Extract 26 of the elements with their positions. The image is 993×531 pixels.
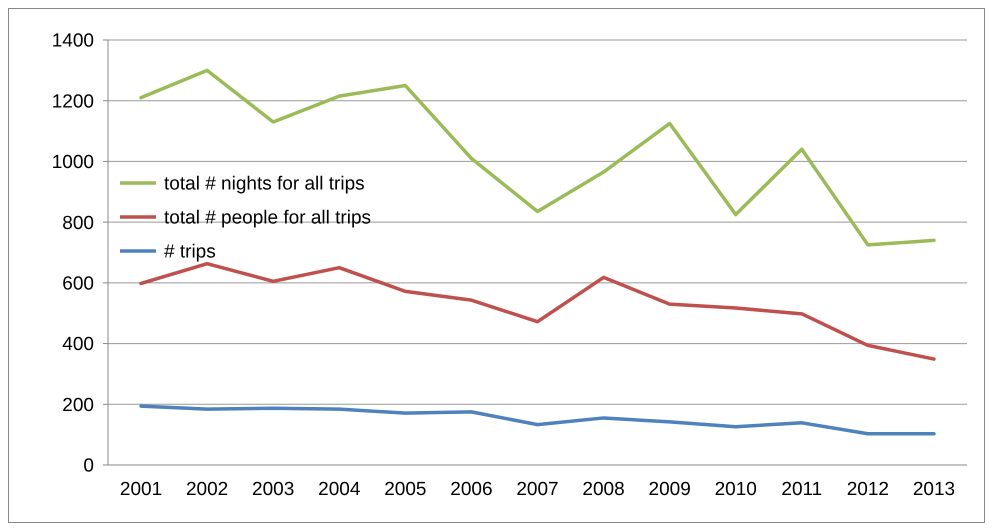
line-series: [139, 262, 936, 361]
x-tick-label: 2010: [714, 479, 757, 500]
x-tick-label: 2002: [186, 479, 228, 500]
legend-label: total # nights for all trips: [164, 174, 365, 195]
x-tick-label: 2013: [912, 479, 956, 500]
y-tick-label: 0: [83, 456, 94, 477]
x-tick-label: 2012: [846, 479, 890, 500]
y-tick-label: 400: [62, 334, 94, 356]
y-tick-label: 1200: [52, 91, 94, 112]
line-series: [139, 404, 936, 436]
x-tick-label: 2001: [120, 479, 162, 500]
legend-label: # trips: [164, 242, 216, 263]
x-tick-label: 2004: [318, 479, 361, 500]
y-tick-label: 1400: [52, 30, 94, 52]
x-tick-label: 2005: [384, 479, 426, 500]
y-tick-label: 1000: [52, 152, 94, 174]
x-tick-label: 2003: [252, 479, 294, 500]
y-tick-label: 800: [62, 212, 94, 234]
y-tick-label: 600: [62, 274, 94, 295]
x-tick-label: 2011: [781, 479, 822, 500]
legend-label: total # people for all trips: [164, 208, 372, 229]
x-tick-label: 2008: [582, 479, 625, 500]
x-tick-label: 2006: [450, 479, 493, 500]
x-tick-label: 2009: [648, 479, 691, 500]
x-tick-label: 2007: [516, 479, 559, 500]
y-tick-label: 200: [62, 394, 94, 416]
